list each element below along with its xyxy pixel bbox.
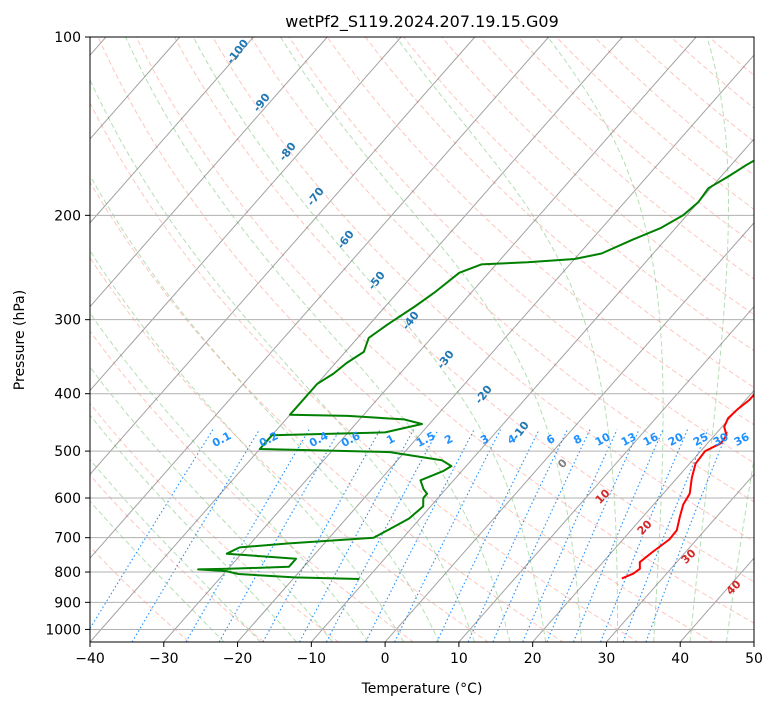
dry-adiabat-line <box>90 256 490 642</box>
mixing-ratio-line <box>572 429 664 642</box>
moist-adiabat-line <box>689 37 729 642</box>
x-tick-label: 0 <box>381 651 390 667</box>
isotherm-line <box>90 37 402 392</box>
dry-adiabat-line <box>593 37 754 176</box>
isotherm-line <box>90 37 181 140</box>
mixing-ratio-label: 10 <box>593 430 613 449</box>
y-tick-label: 1000 <box>45 622 81 638</box>
moist-adiabat-line <box>90 78 475 642</box>
x-tick-label: 30 <box>598 651 616 667</box>
isotherm-line <box>163 37 697 642</box>
y-tick-label: 800 <box>54 565 81 581</box>
dry-adiabat-line <box>173 37 754 583</box>
isotherm-line <box>532 389 754 642</box>
mixing-ratio-line <box>262 429 381 642</box>
moist-adiabat-line <box>90 312 369 642</box>
dry-adiabat-line <box>90 474 265 642</box>
chart-title: wetPf2_S119.2024.207.19.15.G09 <box>285 12 559 32</box>
mixing-ratio-label: 20 <box>666 430 686 449</box>
mixing-ratio-line <box>185 429 310 642</box>
x-axis-label: Temperature (°C) <box>361 681 483 697</box>
mixing-ratio-label: 13 <box>619 430 639 449</box>
mixing-ratio-label: 30 <box>711 430 731 449</box>
y-axis-ticks: 100 200 300 400 500 600 700 800 900 1000 <box>45 30 90 638</box>
x-tick-label: 40 <box>671 651 689 667</box>
isotherm-line <box>90 37 254 224</box>
pressure-gridlines <box>90 37 754 630</box>
y-tick-label: 600 <box>54 491 81 507</box>
x-axis-ticks: −40 −30 −20 −10 0 10 20 30 40 50 <box>75 642 763 667</box>
moist-adiabat-line <box>726 456 754 642</box>
isotherm-line <box>310 138 754 642</box>
isotherm-line <box>458 305 754 642</box>
x-tick-label: −30 <box>149 651 179 667</box>
plot-frame <box>89 36 755 643</box>
x-tick-label: 10 <box>450 651 468 667</box>
y-tick-label: 100 <box>54 30 81 46</box>
y-tick-label: 900 <box>54 595 81 611</box>
x-tick-label: −40 <box>75 651 105 667</box>
dry-adiabat-line <box>288 37 754 464</box>
mixing-ratio-line <box>325 429 439 642</box>
isotherm-line <box>90 37 328 308</box>
moist-adiabat-line <box>90 249 405 642</box>
moist-adiabat-line <box>90 174 440 642</box>
moist-adiabat-line <box>125 37 511 642</box>
dry-adiabat-line <box>517 37 754 245</box>
moist-adiabat-line <box>90 414 297 642</box>
x-tick-label: −10 <box>297 651 327 667</box>
y-axis-label: Pressure (hPa) <box>12 290 28 390</box>
y-tick-label: 300 <box>54 313 81 329</box>
isotherm-line <box>90 37 623 642</box>
x-tick-label: −20 <box>223 651 253 667</box>
mixing-ratio-line <box>436 429 540 642</box>
mixing-ratio-label: 25 <box>691 430 711 449</box>
y-tick-label: 700 <box>54 531 81 547</box>
mixing-ratio-line <box>467 429 568 642</box>
dry-adiabat-line <box>135 37 754 624</box>
moist-adiabat-line <box>90 366 333 642</box>
mixing-ratio-line <box>131 429 260 642</box>
moist-adiabat-line <box>547 37 664 642</box>
x-tick-label: 20 <box>524 651 542 667</box>
dewpoint-profile-line <box>197 159 754 580</box>
dry-adiabat-line <box>250 37 754 503</box>
y-tick-label: 500 <box>54 444 81 460</box>
temperature-profile-line <box>621 391 754 580</box>
dry-adiabat-line <box>90 101 639 642</box>
isotherm-line <box>90 37 549 559</box>
dry-adiabat-line <box>479 37 754 280</box>
dry-adiabat-line <box>364 37 754 389</box>
y-tick-label: 400 <box>54 387 81 403</box>
moist-adiabat-line <box>90 458 261 642</box>
moist-adiabat-line <box>90 500 225 642</box>
mixing-ratio-line <box>365 429 475 642</box>
isotherm-line <box>90 37 476 476</box>
data-series <box>197 159 754 580</box>
dry-adiabat-line <box>403 37 754 352</box>
mixing-ratio-line <box>492 429 591 642</box>
mixing-ratio-line <box>299 429 415 642</box>
isotherm-line <box>384 222 754 642</box>
mixing-ratio-line <box>522 429 618 642</box>
dry-adiabat-line <box>97 37 714 642</box>
mixing-ratio-label: 16 <box>641 430 661 449</box>
mixing-ratio-label: 36 <box>732 430 752 449</box>
dry-adiabat-line <box>90 181 564 642</box>
moist-adiabat-line <box>280 37 582 642</box>
y-tick-label: 200 <box>54 208 81 224</box>
moist-adiabat-line <box>192 37 547 642</box>
isotherm-line <box>606 473 754 642</box>
line-labels: -100-90-80-70-60-50-40-30-20-100.1 0.2 0.4… <box>210 37 752 598</box>
x-tick-label: 50 <box>745 651 763 667</box>
mixing-ratio-line <box>546 429 640 642</box>
